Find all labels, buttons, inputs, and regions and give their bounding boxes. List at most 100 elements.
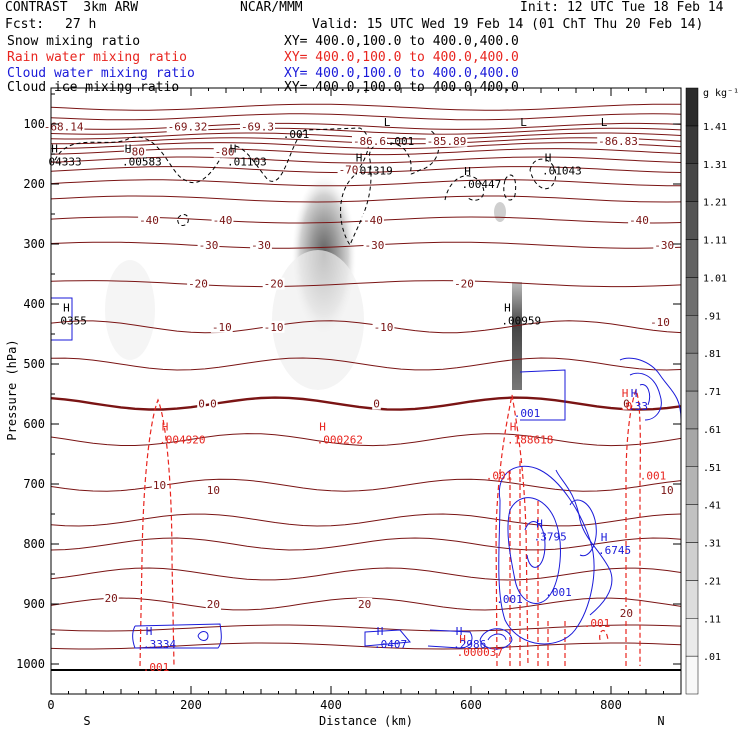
snow-contour-right [444, 158, 557, 201]
isotherm-label-bg [262, 277, 285, 290]
isotherm-label-bg [628, 214, 650, 226]
y-tick-label: 900 [23, 597, 45, 611]
ice-column-shading [512, 282, 522, 390]
isotherm-label-bg [597, 134, 639, 147]
extremum-mark: H [63, 302, 70, 315]
colorbar-swatch [685, 655, 699, 695]
isotherm-label: -40 [363, 214, 383, 227]
extremum-value: .00583 [122, 156, 162, 169]
isotherm-label-bg [653, 239, 676, 252]
extremum-value: .000262 [317, 433, 363, 446]
init-time: Init: 12 UTC Tue 18 Feb 14 [520, 0, 724, 15]
extremum-mark: H [459, 633, 466, 646]
isotherm-line [51, 122, 681, 130]
isotherm-line [51, 396, 681, 411]
y-tick-label: 800 [23, 537, 45, 551]
isotherm-line [51, 537, 681, 551]
colorbar-label: .51 [703, 463, 721, 474]
isotherm-label: -30 [654, 239, 674, 252]
isotherm-label-bg [262, 320, 285, 333]
temperature-contours [51, 103, 681, 671]
x-end-label-left: S [83, 714, 90, 728]
isotherm-label: -40 [629, 214, 649, 227]
colorbar-swatch [685, 125, 699, 164]
extremum-value: .33 [628, 400, 648, 413]
colorbar-label: .61 [703, 425, 721, 436]
isotherm-line [51, 320, 681, 334]
field-xy-rain: XY= 400.0,100.0 to 400.0,400.0 [284, 50, 519, 65]
isotherm-label-bg [205, 598, 221, 610]
isotherm-label: -10 [650, 316, 670, 329]
snow-shading-small [494, 202, 506, 222]
colorbar-swatch [685, 239, 699, 278]
isotherm-label: 20 [207, 598, 220, 611]
isotherm-label-bg [211, 214, 234, 226]
colorbar-label: 1.11 [703, 236, 727, 247]
y-tick-label: 300 [23, 237, 45, 251]
y-tick-label: 600 [23, 417, 45, 431]
extremum-mark: L [520, 116, 527, 129]
cloud-contour-left [51, 297, 73, 341]
isotherm-label: -85.89 [427, 135, 467, 148]
isotherm-label: 20 [620, 607, 633, 620]
extremum-mark: H [631, 387, 638, 400]
isotherm-label: 0 [623, 398, 630, 411]
isotherm-label-bg [151, 479, 168, 492]
colorbar-swatch [685, 163, 699, 202]
isotherm-label: 10 [153, 479, 166, 492]
snow-shading-faint [272, 250, 364, 390]
isotherm-label: -40 [213, 214, 233, 227]
extremum-value: .01103 [227, 156, 267, 169]
extremum-mark: H [510, 420, 517, 433]
isotherm-label: 10 [660, 484, 673, 497]
isotherm-label-bg [363, 239, 386, 252]
isotherm-label: -69.32 [168, 120, 208, 133]
isotherm-line [51, 156, 681, 164]
isotherm-label-bg [372, 397, 381, 410]
colorbar-swatch [685, 390, 699, 430]
isotherm-label-bg [622, 397, 631, 410]
field-xy-cloud-water: XY= 400.0,100.0 to 400.0,400.0 [284, 66, 519, 81]
isotherm-label-bg [425, 134, 468, 147]
isotherm-label: -10 [264, 321, 284, 334]
rain-contour-center [495, 394, 529, 667]
extremum-value: .00447 [462, 178, 502, 191]
contour-label: .001 [283, 128, 310, 141]
colorbar-swatch [685, 277, 699, 316]
snow-shading-left [105, 260, 155, 360]
rain-contour-left [139, 398, 175, 667]
valid-time: Valid: 15 UTC Wed 19 Feb 14 (01 ChT Thu … [312, 17, 704, 32]
y-tick-label: 700 [23, 477, 45, 491]
isotherm-label: -20 [454, 278, 474, 291]
colorbar-swatch [685, 504, 699, 543]
isotherm-label-bg [250, 239, 272, 252]
extremum-mark: H [545, 152, 552, 165]
isotherm-line [51, 142, 681, 150]
contour-label: .001 [143, 661, 170, 674]
x-tick-label: 600 [460, 698, 482, 712]
isotherm-label-bg [362, 214, 384, 226]
isotherm-label: -20 [264, 278, 284, 291]
colorbar-swatch [685, 87, 699, 127]
isotherm-label-bg [213, 145, 236, 158]
contour-label: .001 [486, 470, 513, 483]
contour-label: .001 [545, 586, 572, 599]
extremum-value: .2986 [453, 638, 486, 651]
extremum-mark: H [319, 420, 326, 433]
shading-layer [105, 175, 522, 390]
colorbar-label: .91 [703, 311, 721, 322]
extremum-value: .0407 [374, 638, 407, 651]
isotherm-label-bg [659, 484, 675, 496]
y-tick-label: 400 [23, 297, 45, 311]
isotherm-label: -70 [339, 164, 359, 177]
rain-contour-center-2 [509, 460, 539, 666]
colorbar-label: .01 [703, 652, 721, 663]
cloud-contour-far-right [619, 357, 681, 421]
contour-label: .001 [496, 593, 523, 606]
extremum-mark: H [146, 625, 153, 638]
isotherm-label-bg [210, 320, 233, 333]
isotherm-line [51, 567, 681, 581]
extremum-value: .01319 [353, 165, 393, 178]
snow-contour-upper [54, 127, 440, 247]
extremum-value: .3795 [534, 531, 567, 544]
